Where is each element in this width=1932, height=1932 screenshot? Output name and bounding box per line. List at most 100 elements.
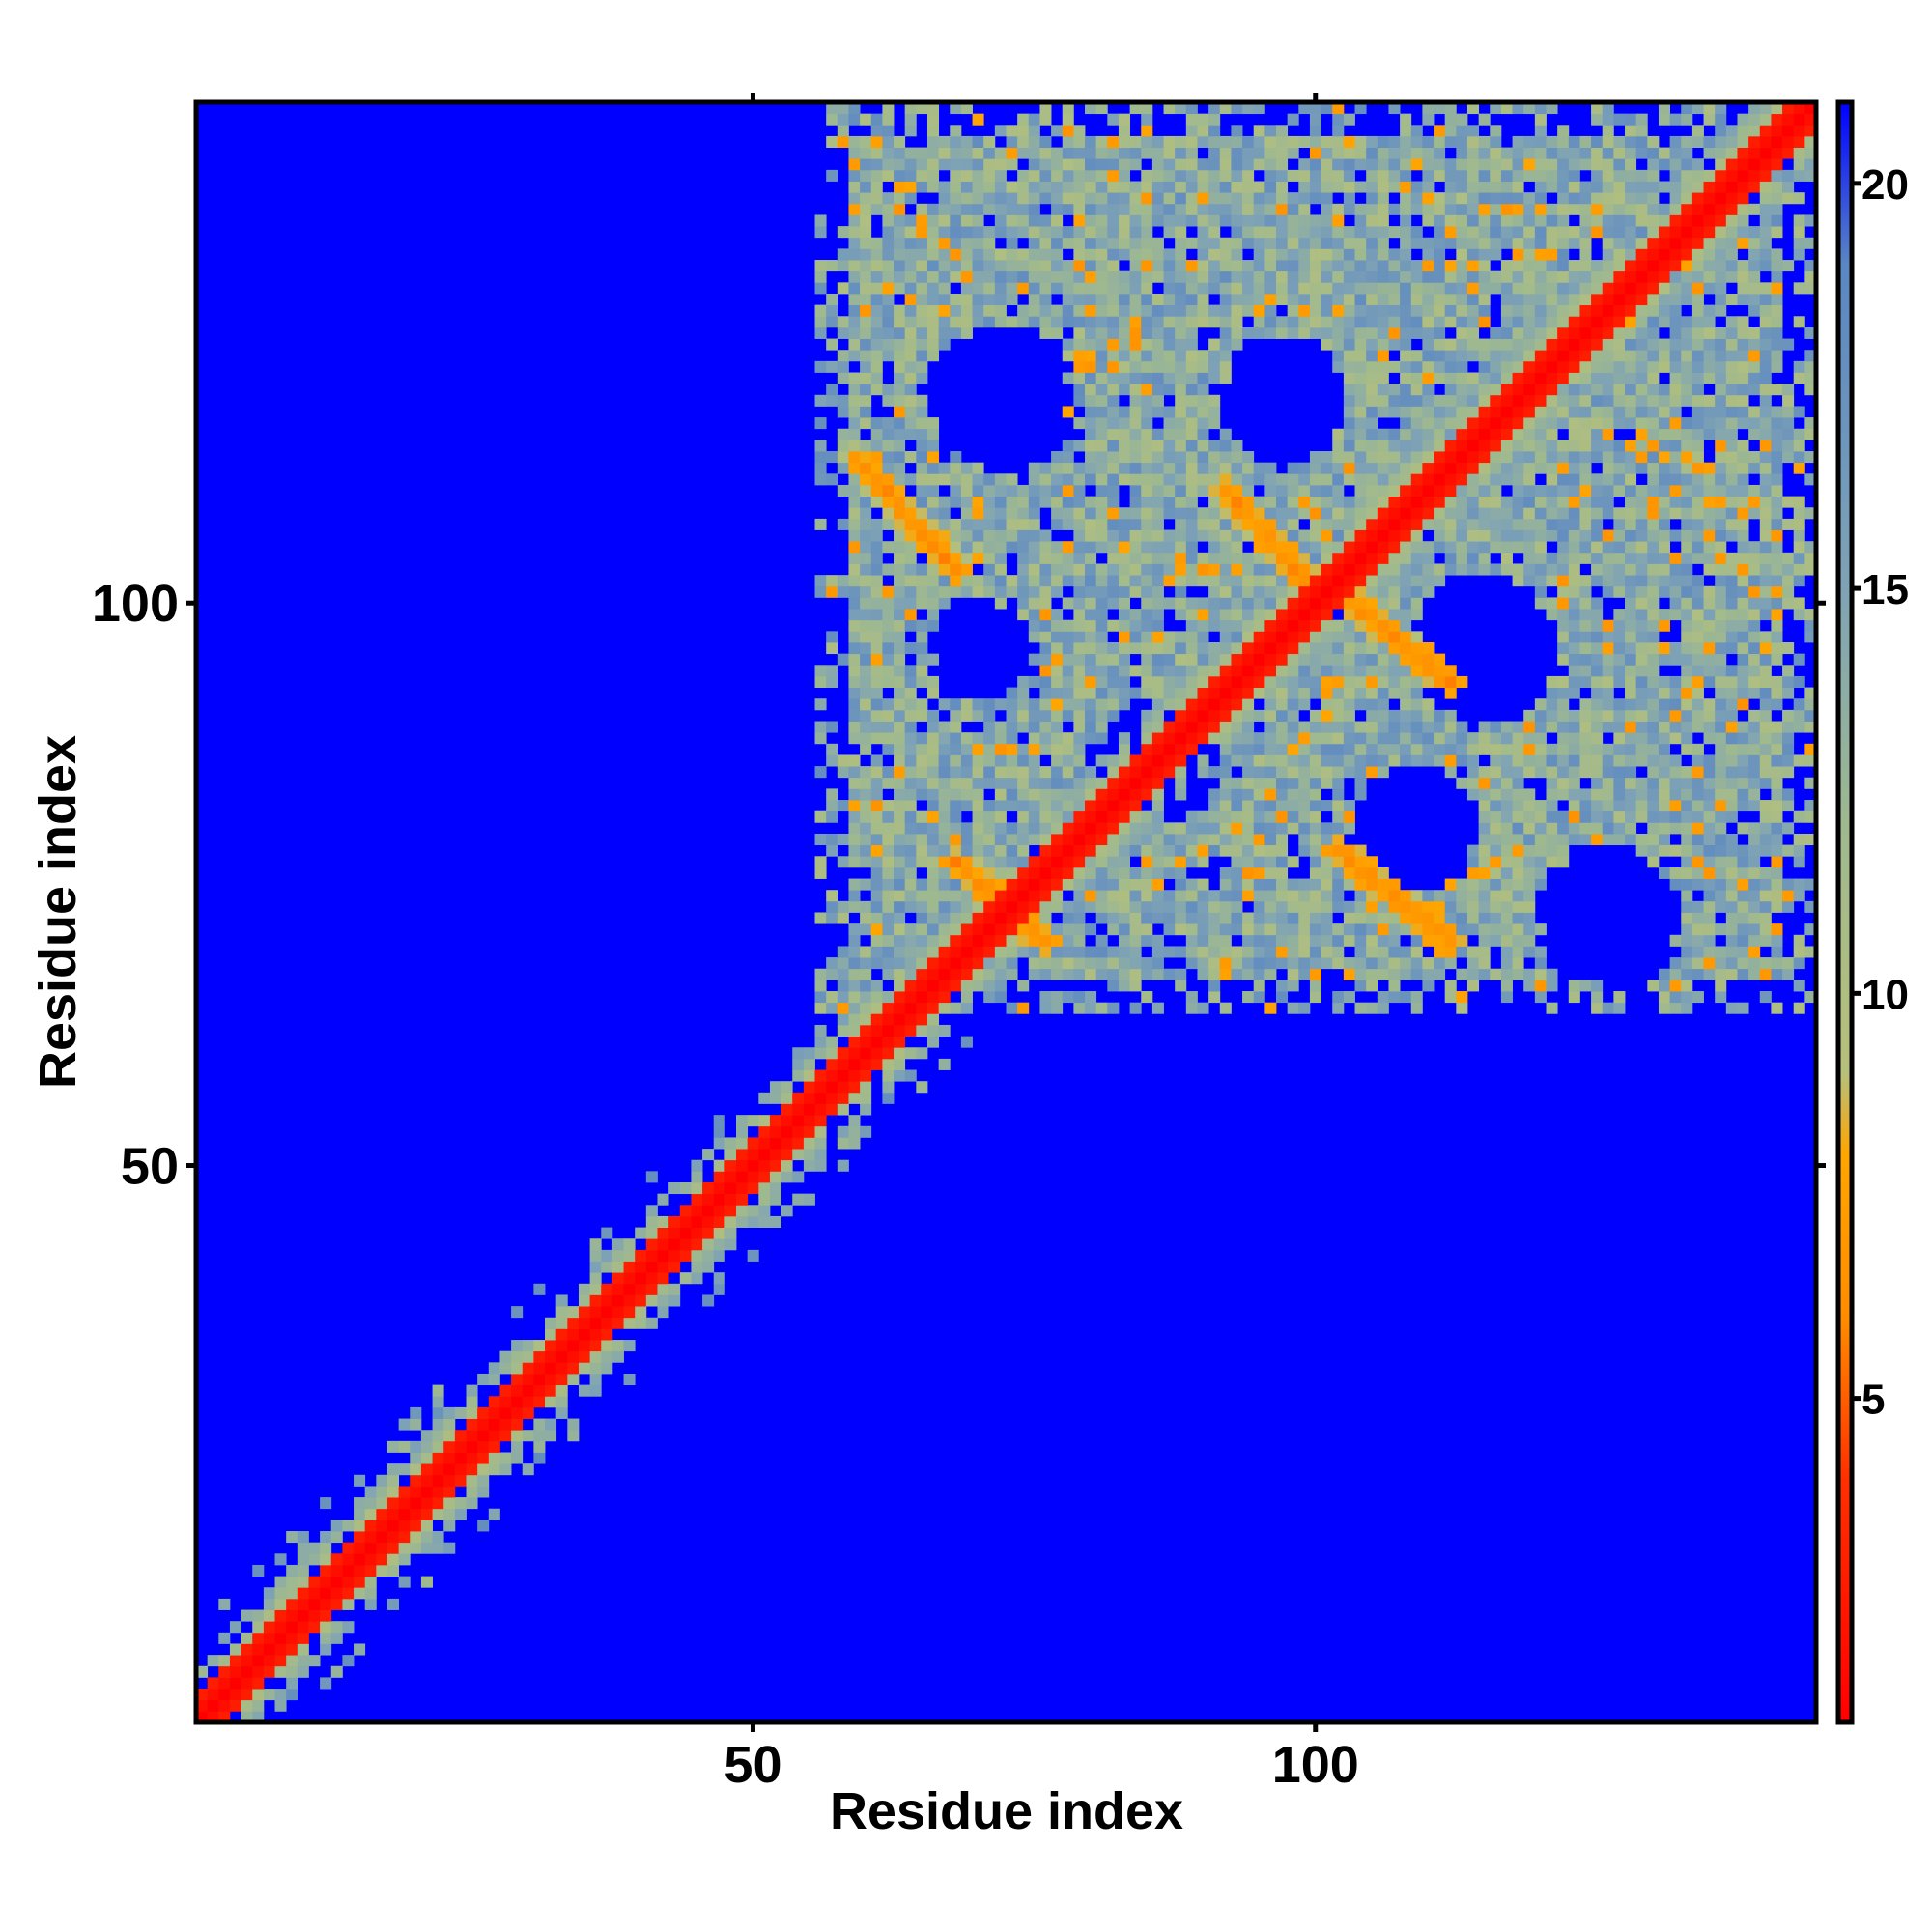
heatmap-cell [1613, 394, 1626, 407]
heatmap-cell [1354, 698, 1367, 711]
heatmap-cell [1309, 327, 1321, 339]
heatmap-cell [1804, 991, 1817, 1004]
heatmap-cell [1062, 766, 1074, 779]
heatmap-cell [241, 1655, 253, 1667]
heatmap-cell [1771, 304, 1783, 317]
heatmap-cell [1309, 900, 1321, 913]
heatmap-cell [1242, 721, 1255, 733]
heatmap-cell [1658, 609, 1671, 621]
heatmap-cell [1208, 529, 1221, 542]
heatmap-cell [1434, 451, 1446, 464]
heatmap-cell [1613, 675, 1626, 688]
heatmap-cell [1647, 631, 1660, 643]
heatmap-cell [1444, 890, 1457, 902]
heatmap-cell [1085, 360, 1097, 373]
heatmap-cell [1197, 518, 1209, 530]
heatmap-cell [1647, 496, 1660, 508]
heatmap-cell [916, 473, 928, 486]
heatmap-cell [1748, 900, 1761, 913]
heatmap-cell [1309, 709, 1321, 722]
heatmap-cell [758, 1149, 771, 1161]
heatmap-cell [1523, 316, 1536, 328]
heatmap-cell [1163, 631, 1176, 643]
heatmap-cell [894, 384, 906, 396]
heatmap-cell [1613, 507, 1626, 520]
heatmap-cell [848, 687, 861, 699]
heatmap-cell [702, 1227, 715, 1239]
heatmap-cell [1568, 372, 1580, 384]
heatmap-cell [1309, 518, 1321, 530]
heatmap-cell [1197, 900, 1209, 913]
heatmap-cell [1591, 394, 1604, 407]
heatmap-cell [1298, 631, 1311, 643]
heatmap-cell [1466, 428, 1480, 440]
heatmap-cell [904, 304, 917, 317]
heatmap-cell [870, 822, 883, 835]
heatmap-cell [848, 810, 861, 823]
heatmap-cell [1523, 350, 1536, 362]
heatmap-cell [1523, 518, 1536, 530]
heatmap-cell [1804, 946, 1817, 958]
heatmap-cell [1151, 810, 1164, 823]
heatmap-cell [1197, 384, 1209, 396]
heatmap-cell [860, 304, 872, 317]
heatmap-cell [1557, 406, 1570, 418]
heatmap-cell [252, 1564, 265, 1577]
heatmap-cell [1107, 484, 1120, 497]
heatmap-cell [1568, 316, 1580, 328]
heatmap-cell [1287, 912, 1299, 924]
heatmap-cell [1647, 575, 1660, 587]
heatmap-cell [1579, 698, 1592, 711]
heatmap-cell [1602, 563, 1614, 576]
heatmap-cell [1681, 743, 1693, 755]
heatmap-cell [386, 1542, 400, 1554]
heatmap-cell [1434, 372, 1446, 384]
heatmap-cell [1748, 833, 1761, 846]
heatmap-cell [1208, 912, 1221, 924]
heatmap-cell [713, 1227, 725, 1239]
heatmap-cell [870, 732, 883, 745]
heatmap-cell [1478, 451, 1491, 464]
heatmap-cell [398, 1418, 411, 1431]
heatmap-cell [1737, 800, 1749, 812]
heatmap-cell [410, 1520, 422, 1532]
heatmap-cell [1782, 687, 1795, 699]
heatmap-cell [1253, 709, 1265, 722]
heatmap-cell [1095, 597, 1108, 610]
heatmap-cell [1681, 619, 1693, 632]
heatmap-cell [882, 946, 895, 958]
heatmap-cell [1343, 451, 1355, 464]
heatmap-cell [1579, 529, 1592, 542]
heatmap-cell [1175, 844, 1187, 857]
heatmap-cell [848, 631, 861, 643]
heatmap-cell [1546, 687, 1558, 699]
heatmap-cell [769, 1193, 781, 1206]
heatmap-cell [983, 709, 996, 722]
heatmap-cell [860, 777, 872, 789]
heatmap-cell [814, 1149, 827, 1161]
heatmap-cell [1658, 451, 1671, 464]
heatmap-cell [1151, 428, 1164, 440]
heatmap-cell [1253, 518, 1265, 530]
heatmap-cell [1073, 372, 1086, 384]
heatmap-cell [1185, 991, 1198, 1004]
heatmap-cell [1444, 721, 1457, 733]
heatmap-cell [432, 1542, 444, 1554]
heatmap-cell [1546, 372, 1558, 384]
heatmap-cell [1287, 327, 1299, 339]
heatmap-cell [724, 1205, 737, 1217]
heatmap-cell [1681, 484, 1693, 497]
heatmap-cell [330, 1632, 343, 1644]
heatmap-cell [657, 1306, 669, 1319]
heatmap-cell [916, 653, 928, 666]
heatmap-cell [1051, 687, 1064, 699]
heatmap-cell [1410, 518, 1423, 530]
heatmap-cell [1591, 575, 1604, 587]
heatmap-cell [972, 822, 984, 835]
heatmap-cell [1242, 923, 1255, 936]
heatmap-cell [1332, 585, 1345, 598]
heatmap-cell [1410, 743, 1423, 755]
heatmap-cell [1691, 934, 1704, 947]
heatmap-cell [1208, 653, 1221, 666]
heatmap-cell [1456, 541, 1468, 554]
